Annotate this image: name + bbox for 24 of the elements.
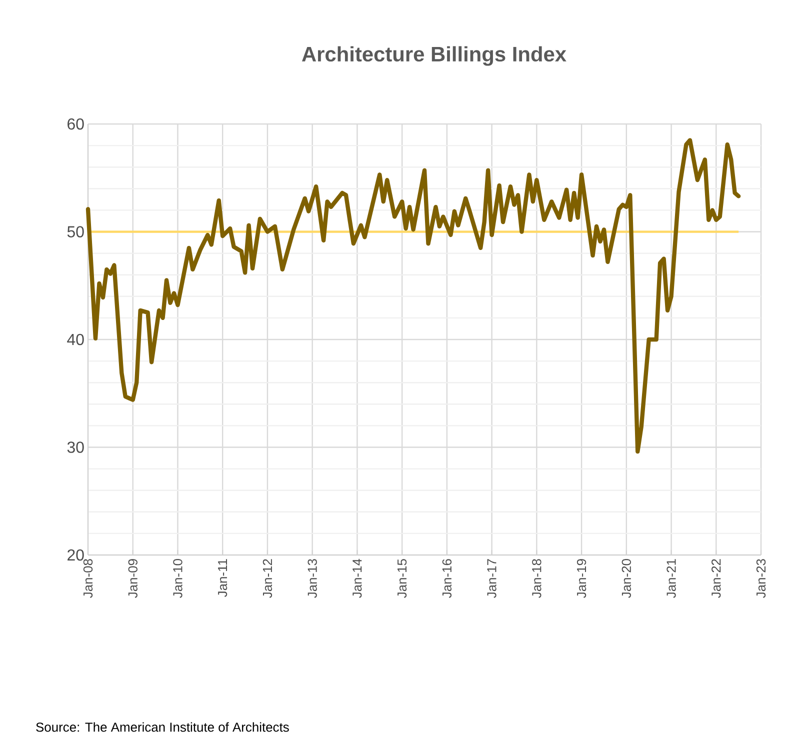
chart-title: Architecture Billings Index bbox=[302, 46, 566, 66]
y-tick-label: 50 bbox=[67, 226, 84, 238]
y-tick-label: 30 bbox=[67, 442, 84, 453]
x-tick-label: Jan-14 bbox=[352, 558, 362, 598]
x-tick-label: Jan-21 bbox=[666, 559, 676, 598]
x-tick-label: Jan-19 bbox=[576, 559, 586, 598]
x-tick-label: Jan-23 bbox=[756, 559, 766, 598]
line-series bbox=[86, 138, 741, 454]
x-tick-label: Jan-10 bbox=[173, 559, 182, 598]
x-tick-label: Jan-18 bbox=[532, 559, 542, 598]
y-tick-label: 40 bbox=[67, 334, 84, 346]
y-tick-label: 60 bbox=[68, 118, 84, 130]
x-tick-label: Jan-17 bbox=[487, 559, 496, 598]
y-tick-label: 20 bbox=[68, 549, 84, 561]
x-tick-label: Jan-13 bbox=[308, 559, 317, 598]
x-tick-label: Jan-08 bbox=[83, 559, 93, 598]
x-tick-label: Jan-11 bbox=[218, 559, 228, 597]
x-tick-label: Jan-15 bbox=[398, 559, 407, 598]
source-note: Source: The American Institute of Architects bbox=[36, 722, 289, 732]
x-tick-label: Jan-16 bbox=[442, 559, 452, 598]
x-tick-label: Jan-20 bbox=[622, 559, 631, 598]
x-tick-label: Jan-12 bbox=[262, 559, 272, 598]
x-tick-label: Jan-22 bbox=[712, 559, 721, 598]
x-tick-label: Jan-09 bbox=[128, 559, 138, 598]
